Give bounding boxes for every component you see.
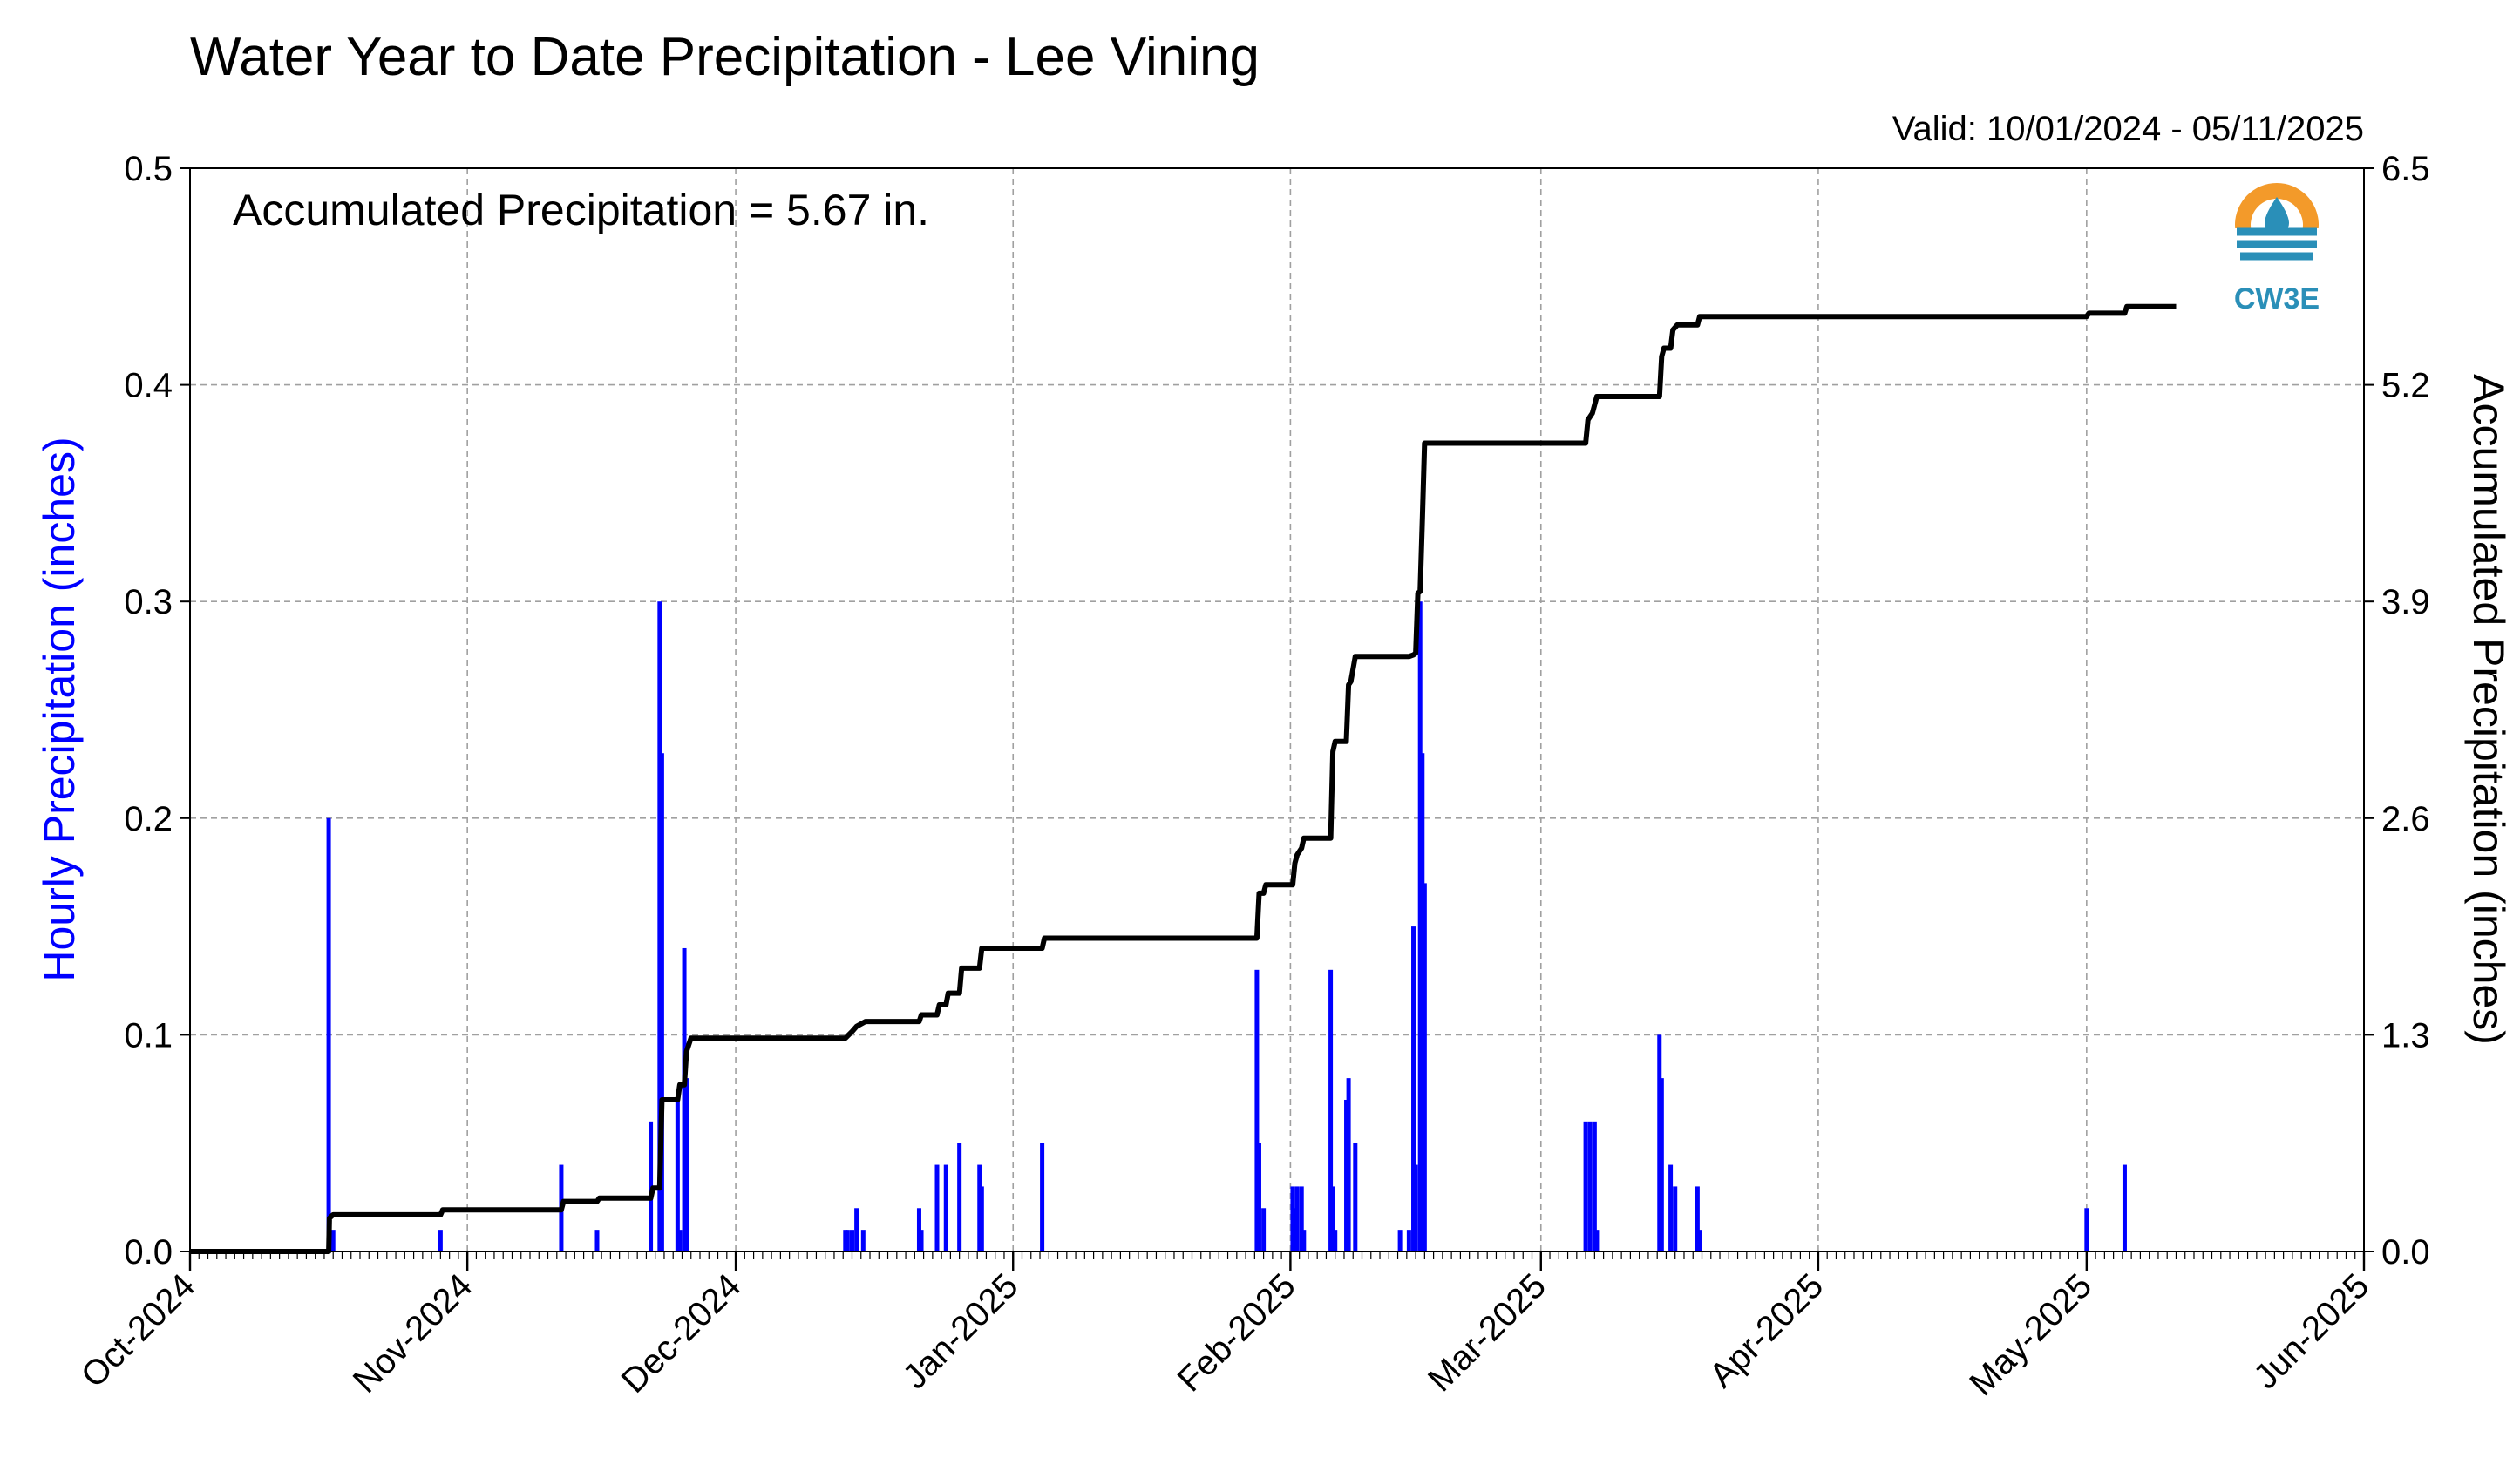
- hourly-bar: [1659, 1078, 1664, 1251]
- y-right-tick-label: 6.5: [2381, 150, 2430, 188]
- y-right-tick-label: 3.9: [2381, 583, 2430, 621]
- hourly-bar: [916, 1208, 921, 1251]
- hourly-bar: [919, 1230, 924, 1251]
- hourly-bar: [845, 1230, 850, 1251]
- hourly-bar: [1261, 1208, 1267, 1251]
- hourly-bar: [1417, 601, 1423, 1251]
- hourly-bar: [957, 1143, 962, 1251]
- hourly-bar: [438, 1230, 443, 1251]
- y-left-tick-label: 0.5: [124, 150, 173, 188]
- hourly-bar: [684, 1078, 689, 1251]
- y-axis-left-label: Hourly Precipitation (inches): [35, 437, 84, 981]
- hourly-bar: [1330, 1186, 1335, 1251]
- y-left-tick-label: 0.3: [124, 583, 173, 621]
- hourly-bar: [1328, 969, 1334, 1251]
- hourly-bar: [843, 1230, 848, 1251]
- hourly-bar: [1040, 1143, 1045, 1251]
- hourly-bar: [1422, 883, 1427, 1251]
- hourly-bar: [977, 1164, 982, 1251]
- hourly-bars: [326, 601, 2127, 1251]
- hourly-bar: [1290, 1186, 1295, 1251]
- cw3e-logo: CW3E: [2231, 183, 2322, 315]
- hourly-bar: [1673, 1186, 1678, 1251]
- y-left-tick-label: 0.2: [124, 800, 173, 838]
- logo-text: CW3E: [2234, 282, 2320, 315]
- hourly-bar: [1587, 1121, 1593, 1251]
- hourly-bar: [1697, 1230, 1702, 1251]
- hourly-bar: [1294, 1186, 1300, 1251]
- y-right-tick-label: 1.3: [2381, 1016, 2430, 1055]
- logo-drop-icon: [2265, 197, 2289, 235]
- hourly-bar: [1657, 1034, 1662, 1251]
- hourly-bar: [943, 1164, 948, 1251]
- y-axis-right: 0.0 1.3 2.6 3.9 5.2 6.5: [2364, 150, 2430, 1272]
- valid-range: Valid: 10/01/2024 - 05/11/2025: [1892, 110, 2364, 148]
- hourly-bar: [849, 1230, 854, 1251]
- hourly-bar: [1668, 1164, 1674, 1251]
- hourly-bar: [1353, 1143, 1358, 1251]
- hourly-bar: [657, 601, 662, 1251]
- plot-frame: [189, 167, 2365, 1252]
- y-left-tick-label: 0.1: [124, 1016, 173, 1055]
- hourly-bar: [1344, 1099, 1349, 1251]
- hourly-bar: [860, 1230, 866, 1251]
- hourly-bar: [1592, 1121, 1597, 1251]
- y-axis-left: 0.0 0.1 0.2 0.3 0.4 0.5: [124, 150, 190, 1272]
- hourly-bar: [594, 1230, 600, 1251]
- hourly-bar: [330, 1230, 336, 1251]
- hourly-bar: [1420, 753, 1425, 1251]
- y-right-tick-label: 0.0: [2381, 1233, 2430, 1272]
- accumulated-line-group: [190, 303, 2177, 1254]
- hourly-bar: [979, 1186, 984, 1251]
- hourly-bar: [1413, 1164, 1418, 1251]
- hourly-bar: [1695, 1186, 1700, 1251]
- accumulated-line: [190, 303, 2177, 1254]
- hourly-bar: [1299, 1186, 1304, 1251]
- hourly-bar: [1254, 969, 1260, 1251]
- y-left-tick-label: 0.4: [124, 367, 173, 405]
- y-right-tick-label: 2.6: [2381, 800, 2430, 838]
- hourly-bar: [1411, 926, 1416, 1251]
- hourly-bar: [675, 1099, 680, 1251]
- hourly-bar: [1301, 1230, 1307, 1251]
- y-right-tick-label: 5.2: [2381, 367, 2430, 405]
- accumulated-annotation: Accumulated Precipitation = 5.67 in.: [233, 186, 929, 234]
- chart-title: Water Year to Date Precipitation - Lee V…: [190, 27, 1260, 87]
- hourly-bar: [2122, 1164, 2127, 1251]
- hourly-bar: [2084, 1208, 2089, 1251]
- hourly-bar: [1333, 1230, 1338, 1251]
- hourly-bar: [1594, 1230, 1600, 1251]
- y-axis-right-label: Accumulated Precipitation (inches): [2464, 374, 2513, 1045]
- gridlines: [190, 168, 2364, 1251]
- hourly-bar: [934, 1164, 940, 1251]
- hourly-bar: [1293, 1208, 1298, 1251]
- hourly-bar: [1406, 1230, 1411, 1251]
- hourly-bar: [1397, 1230, 1403, 1251]
- hourly-bar: [1256, 1143, 1261, 1251]
- hourly-bar: [854, 1208, 859, 1251]
- hourly-bar: [1583, 1121, 1588, 1251]
- hourly-bar: [677, 1230, 683, 1251]
- hourly-bar: [326, 817, 331, 1251]
- logo-waves-icon: [2237, 227, 2317, 261]
- hourly-bar: [1346, 1078, 1351, 1251]
- hourly-bar: [659, 753, 664, 1251]
- hourly-bar: [649, 1121, 654, 1251]
- hourly-bar: [682, 947, 687, 1251]
- y-left-tick-label: 0.0: [124, 1233, 173, 1272]
